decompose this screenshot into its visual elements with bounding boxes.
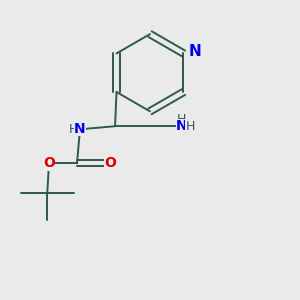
Text: N: N	[176, 119, 188, 133]
Text: N: N	[188, 44, 201, 59]
Text: H: H	[186, 120, 195, 133]
Text: H: H	[69, 123, 78, 136]
Text: O: O	[104, 156, 116, 170]
Text: N: N	[74, 122, 86, 136]
Text: O: O	[43, 156, 55, 170]
Text: H: H	[177, 113, 187, 126]
